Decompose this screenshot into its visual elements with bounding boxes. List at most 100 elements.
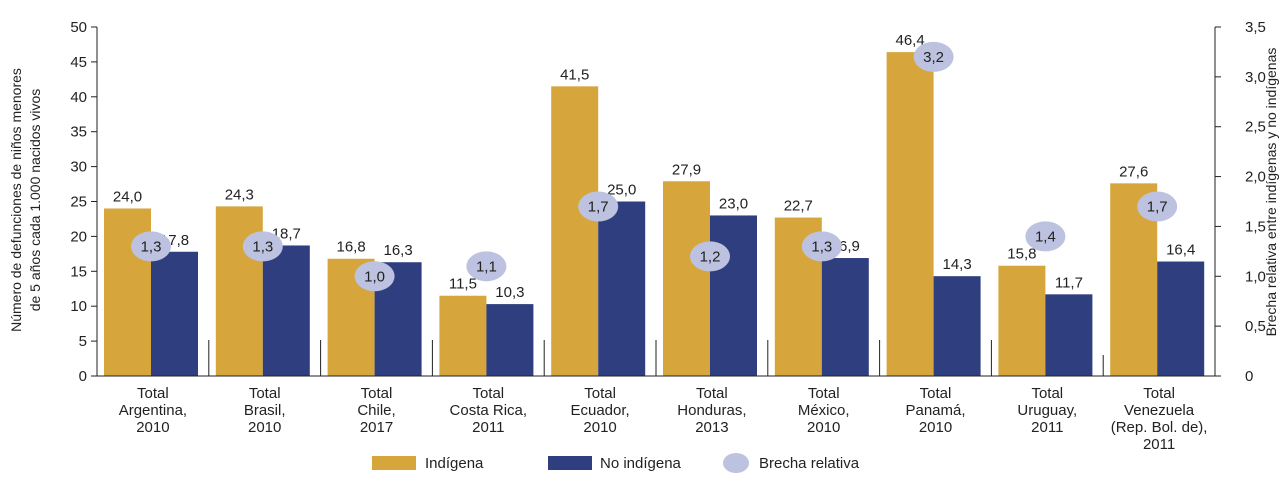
gap-label: 1,3 — [252, 238, 273, 255]
category-label: Total — [696, 385, 728, 402]
value-label-no-indigena: 23,0 — [719, 195, 748, 212]
gap-marker — [690, 241, 730, 272]
value-label-indigena: 24,0 — [113, 188, 142, 205]
category-label: Argentina, — [119, 402, 187, 419]
legend-swatch-indigena — [372, 456, 416, 470]
gap-label: 1,3 — [811, 238, 832, 255]
legend-label-brecha: Brecha relativa — [759, 455, 860, 472]
bar-no-indigena — [933, 276, 981, 376]
right-y-axis: 0 0,5 1,0 1,5 2,0 2,5 3,0 3,5 — [1214, 19, 1266, 385]
x-axis: TotalArgentina,2010TotalBrasil,2010Total… — [96, 340, 1216, 453]
value-label-indigena: 27,9 — [672, 161, 701, 178]
right-tick-label: 2,0 — [1245, 169, 1266, 186]
value-label-indigena: 41,5 — [560, 66, 589, 83]
value-label-no-indigena: 10,3 — [495, 284, 524, 301]
gap-markers-group: 1,3 1,3 1,0 1,1 1,7 1,2 1,3 3,2 1,4 1,7 — [131, 41, 1178, 292]
category-label: (Rep. Bol. de), — [1111, 419, 1208, 436]
bar-no-indigena — [1045, 294, 1093, 376]
right-tick-label: 1,0 — [1245, 268, 1266, 285]
bar-indigena — [886, 52, 934, 377]
value-label-indigena: 15,8 — [1007, 246, 1036, 263]
gap-marker — [466, 251, 507, 282]
gap-marker — [242, 231, 283, 262]
value-label-no-indigena: 11,7 — [1055, 274, 1083, 291]
bar-indigena — [215, 206, 263, 376]
category-label: Total — [1143, 385, 1175, 402]
legend: Indígena No indígena Brecha relativa — [372, 453, 860, 473]
left-tick-label: 15 — [70, 263, 87, 280]
right-tick-label: 0 — [1245, 368, 1253, 385]
category-label: 2010 — [919, 419, 952, 436]
value-label-indigena: 24,3 — [225, 186, 254, 203]
category-label: Total — [584, 385, 616, 402]
category-label: 2010 — [136, 419, 169, 436]
category-label: México, — [798, 402, 850, 419]
bar-indigena — [439, 295, 487, 376]
bar-no-indigena — [821, 258, 869, 376]
right-y-axis-title: Brecha relativa entre indígenas y no ind… — [1263, 48, 1279, 337]
gap-marker — [354, 261, 395, 292]
bar-no-indigena — [598, 201, 646, 376]
legend-swatch-no-indigena — [548, 456, 592, 470]
left-y-axis-title-line-1: Número de defunciones de niños menores — [8, 68, 24, 332]
value-label-indigena: 16,8 — [336, 239, 365, 256]
right-tick-label: 3,5 — [1245, 19, 1266, 36]
left-tick-label: 30 — [70, 159, 87, 176]
gap-label: 3,2 — [923, 49, 944, 66]
category-label: Venezuela — [1124, 402, 1195, 419]
category-label: Brasil, — [244, 402, 286, 419]
gap-label: 1,3 — [141, 238, 162, 255]
legend-label-indigena: Indígena — [425, 455, 484, 472]
legend-swatch-brecha — [723, 453, 749, 473]
value-label-no-indigena: 16,3 — [383, 242, 412, 259]
category-label: 2010 — [583, 419, 616, 436]
left-y-axis-title-line-2: de 5 años cada 1.000 nacidos vivos — [27, 89, 43, 312]
bar-indigena — [551, 86, 599, 376]
category-label: 2011 — [1031, 419, 1063, 436]
right-tick-label: 1,5 — [1245, 218, 1266, 235]
category-label: 2017 — [360, 419, 393, 436]
left-tick-label: 45 — [70, 54, 87, 71]
bar-indigena — [998, 265, 1046, 376]
left-tick-label: 5 — [79, 333, 87, 350]
value-label-indigena: 11,5 — [449, 276, 477, 293]
category-label: 2011 — [472, 419, 504, 436]
right-tick-label: 0,5 — [1245, 318, 1266, 335]
value-label-no-indigena: 16,4 — [1166, 242, 1195, 259]
category-label: Total — [361, 385, 393, 402]
right-tick-label: 3,0 — [1245, 69, 1266, 86]
value-label-indigena: 46,4 — [895, 32, 924, 49]
value-label-no-indigena: 25,0 — [607, 182, 636, 199]
gap-label: 1,1 — [476, 258, 497, 275]
category-label: Total — [249, 385, 281, 402]
left-tick-label: 20 — [70, 228, 87, 245]
left-tick-label: 50 — [70, 19, 87, 36]
category-label: 2010 — [248, 419, 281, 436]
bar-indigena — [663, 181, 710, 376]
category-label: Uruguay, — [1017, 402, 1077, 419]
left-tick-label: 40 — [70, 89, 87, 106]
value-label-indigena: 22,7 — [784, 198, 813, 215]
gap-label: 1,7 — [1147, 198, 1168, 215]
value-label-indigena: 27,6 — [1119, 163, 1148, 180]
category-label: Total — [808, 385, 840, 402]
left-tick-label: 0 — [79, 368, 87, 385]
gap-marker — [913, 41, 954, 72]
right-tick-label: 2,5 — [1245, 119, 1266, 136]
category-label: Panamá, — [905, 402, 965, 419]
gap-marker — [1025, 221, 1066, 252]
gap-label: 1,0 — [364, 268, 385, 285]
category-label: Total — [472, 385, 504, 402]
category-label: 2013 — [695, 419, 728, 436]
left-tick-label: 25 — [70, 194, 87, 211]
category-label: Total — [920, 385, 952, 402]
left-tick-label: 35 — [70, 124, 87, 141]
bar-no-indigena — [151, 251, 198, 376]
bar-no-indigena — [262, 245, 310, 376]
bar-no-indigena — [486, 304, 534, 376]
bars-group: 24,017,824,318,716,8 16,311,5 10,341,525,0… — [104, 32, 1205, 377]
left-y-axis: 0 5 10 15 20 25 30 35 40 45 50 — [70, 19, 98, 385]
gap-marker — [1137, 191, 1178, 222]
category-label: 2011 — [1143, 436, 1175, 453]
